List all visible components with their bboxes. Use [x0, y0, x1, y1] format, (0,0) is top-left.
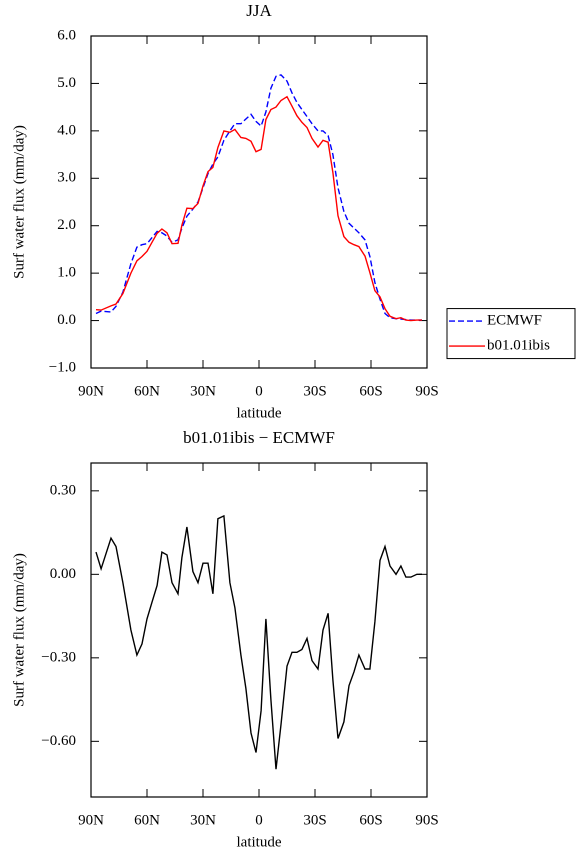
x-axis-label: latitude: [237, 834, 282, 850]
x-tick-label: 90N: [78, 383, 104, 399]
x-tick-label: 30S: [303, 812, 326, 828]
y-tick-label: −0.60: [41, 733, 76, 749]
x-tick-label: 0: [255, 812, 263, 828]
x-tick-label: 60N: [134, 383, 160, 399]
x-tick-label: 60S: [359, 812, 382, 828]
chart-title: b01.01ibis − ECMWF: [183, 428, 335, 447]
x-tick-label: 60N: [134, 812, 160, 828]
legend-box: [446, 308, 576, 360]
y-tick-label: −1.0: [49, 359, 76, 375]
legend-label: b01.01ibis: [487, 338, 550, 354]
y-tick-label: 6.0: [57, 27, 76, 43]
chart-title: JJA: [246, 1, 272, 20]
y-tick-label: 0.00: [50, 566, 76, 582]
x-tick-label: 30N: [190, 383, 216, 399]
y-tick-label: −0.30: [41, 649, 76, 665]
y-tick-label: 3.0: [57, 170, 76, 186]
y-tick-label: 5.0: [57, 75, 76, 91]
data-line: [95, 95, 422, 322]
y-tick-label: 2.0: [57, 217, 76, 233]
data-line: [95, 514, 422, 770]
legend-label: ECMWF: [487, 313, 542, 329]
plot-frame: [90, 35, 428, 369]
y-tick-label: 4.0: [57, 122, 76, 138]
y-axis-label: Surf water flux (mm/day): [11, 125, 27, 279]
x-tick-label: 30S: [303, 383, 326, 399]
y-tick-label: 1.0: [57, 265, 76, 281]
plot-frame: [90, 462, 428, 798]
x-tick-label: 60S: [359, 383, 382, 399]
x-axis-label: latitude: [237, 405, 282, 421]
y-tick-label: 0.0: [57, 312, 76, 328]
data-line: [95, 74, 422, 321]
x-tick-label: 90S: [415, 812, 438, 828]
x-tick-label: 0: [255, 383, 263, 399]
y-axis-label: Surf water flux (mm/day): [11, 553, 27, 707]
x-tick-label: 90S: [415, 383, 438, 399]
x-tick-label: 90N: [78, 812, 104, 828]
y-tick-label: 0.30: [50, 482, 76, 498]
x-tick-label: 30N: [190, 812, 216, 828]
